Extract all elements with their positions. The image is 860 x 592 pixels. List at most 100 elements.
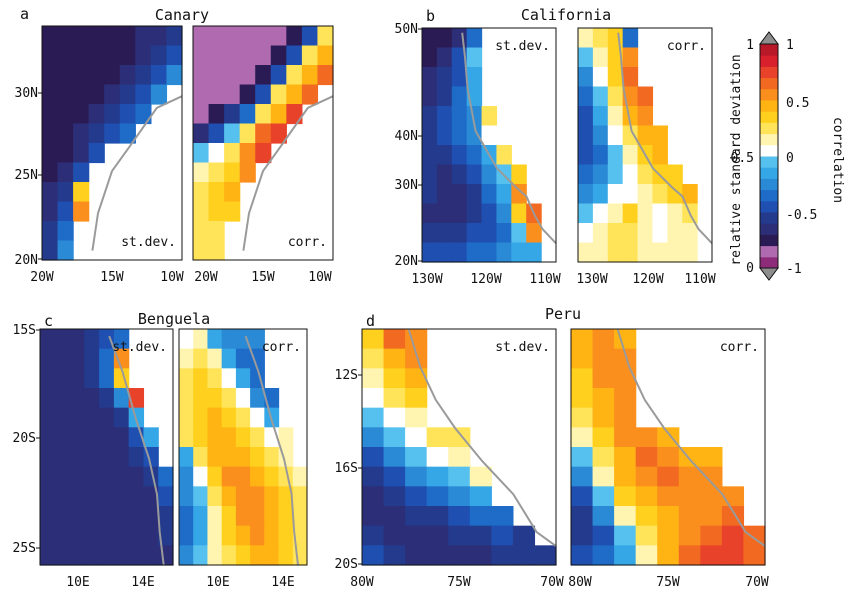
heatmap-cell	[73, 123, 90, 144]
panel-b-xtick: 130W	[576, 272, 607, 287]
heatmap-cell	[40, 466, 56, 487]
heatmap-cell	[405, 447, 428, 468]
heatmap-cell	[239, 45, 256, 66]
heatmap-cell	[84, 447, 100, 468]
panel-c-xtick: 14E	[271, 575, 294, 590]
heatmap-cell	[436, 67, 453, 88]
heatmap-cell	[88, 45, 105, 66]
heatmap-cell	[235, 407, 251, 428]
heatmap-cell	[119, 123, 136, 144]
heatmap-cell	[614, 466, 637, 487]
heatmap-cell	[193, 388, 209, 409]
heatmap-cell	[84, 329, 100, 350]
heatmap-cell	[69, 427, 85, 448]
heatmap-cell	[451, 184, 468, 205]
heatmap-cell	[426, 545, 449, 566]
heatmap-cell	[466, 223, 483, 244]
heatmap-cell	[40, 388, 56, 409]
heatmap-cell	[362, 427, 385, 448]
heatmap-cell	[383, 447, 406, 468]
heatmap-cell	[99, 368, 115, 389]
heatmap-cell	[405, 407, 428, 428]
colorbar-right-label: correlation	[830, 117, 845, 203]
heatmap-cell	[264, 506, 280, 527]
heatmap-cell	[119, 26, 136, 47]
heatmap-cell	[40, 427, 56, 448]
heatmap-cell	[128, 466, 145, 487]
heatmap-cell	[652, 125, 668, 146]
heatmap-cell	[622, 67, 639, 88]
heatmap-cell	[221, 348, 237, 369]
heatmap-cell	[466, 164, 483, 185]
heatmap-cell	[57, 240, 74, 261]
heatmap-cell	[255, 84, 272, 105]
heatmap-cell	[113, 466, 130, 487]
heatmap-cell	[278, 486, 294, 507]
colorbar-swatch	[760, 156, 778, 168]
heatmap-cell	[721, 525, 745, 546]
heatmap-cell	[40, 348, 56, 369]
colorbar-swatch	[760, 133, 778, 146]
heatmap-cell	[255, 123, 272, 144]
heatmap-cell	[526, 242, 542, 263]
panel-b-xtick: 130W	[411, 272, 442, 287]
heatmap-cell	[135, 84, 152, 105]
heatmap-cell	[466, 125, 483, 146]
colorbar-left-tick: 0.5	[731, 151, 754, 166]
heatmap-cell	[362, 348, 385, 369]
heatmap-cell	[264, 545, 280, 566]
heatmap-cell	[607, 203, 624, 224]
heatmap-cell	[208, 84, 225, 105]
panel-b-xtick: 120W	[632, 272, 663, 287]
heatmap-cell	[250, 329, 265, 350]
heatmap-cell	[448, 447, 471, 468]
heatmap-cell	[104, 65, 121, 86]
colorbar-swatch	[760, 256, 778, 269]
heatmap-cell	[592, 348, 615, 369]
heatmap-cell	[405, 486, 428, 507]
heatmap-cell	[667, 242, 683, 263]
heatmap-cell	[69, 388, 85, 409]
heatmap-cell	[235, 388, 251, 409]
heatmap-cell	[119, 104, 136, 125]
heatmap-cell	[208, 162, 225, 183]
coastline	[242, 95, 334, 251]
panel-d-title: Peru	[545, 305, 581, 323]
panel-b-ytick: 50N	[395, 22, 418, 37]
heatmap-cell	[221, 329, 237, 350]
heatmap-cell	[466, 184, 483, 205]
coastline	[461, 32, 557, 244]
heatmap-cell	[592, 486, 615, 507]
heatmap-cell	[99, 506, 115, 527]
heatmap-cell	[571, 368, 594, 389]
panel-d-letter: d	[366, 312, 375, 330]
heatmap-cell	[207, 545, 223, 566]
heatmap-cell	[448, 525, 471, 546]
panel-a-letter: a	[20, 5, 29, 23]
heatmap-cell	[700, 545, 723, 566]
heatmap-cell	[264, 486, 280, 507]
heatmap-cell	[221, 427, 237, 448]
heatmap-cell	[135, 65, 152, 86]
colorbar-swatch	[760, 55, 778, 67]
heatmap-cell	[578, 145, 594, 166]
heatmap-cell	[405, 506, 428, 527]
heatmap-cell	[270, 84, 287, 105]
heatmap-cell	[54, 329, 71, 350]
map-frame	[361, 328, 557, 566]
heatmap-cell	[635, 506, 658, 527]
heatmap-cell	[84, 368, 100, 389]
heatmap-cell	[743, 545, 766, 566]
heatmap-cell	[436, 145, 453, 166]
heatmap-cell	[235, 447, 251, 468]
heatmap-cell	[113, 348, 130, 369]
heatmap-cell	[119, 45, 136, 66]
heatmap-cell	[158, 486, 174, 507]
heatmap-cell	[362, 545, 385, 566]
heatmap-cell	[150, 84, 168, 105]
heatmap-cell	[491, 506, 514, 527]
heatmap-cell	[578, 184, 594, 205]
heatmap-cell	[383, 348, 406, 369]
heatmap-cell	[622, 125, 639, 146]
heatmap-cell	[207, 407, 223, 428]
